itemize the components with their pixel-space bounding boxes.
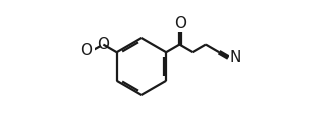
Text: O: O [174,16,186,31]
Text: O: O [80,43,92,58]
Text: O: O [98,37,110,52]
Text: N: N [229,50,241,65]
